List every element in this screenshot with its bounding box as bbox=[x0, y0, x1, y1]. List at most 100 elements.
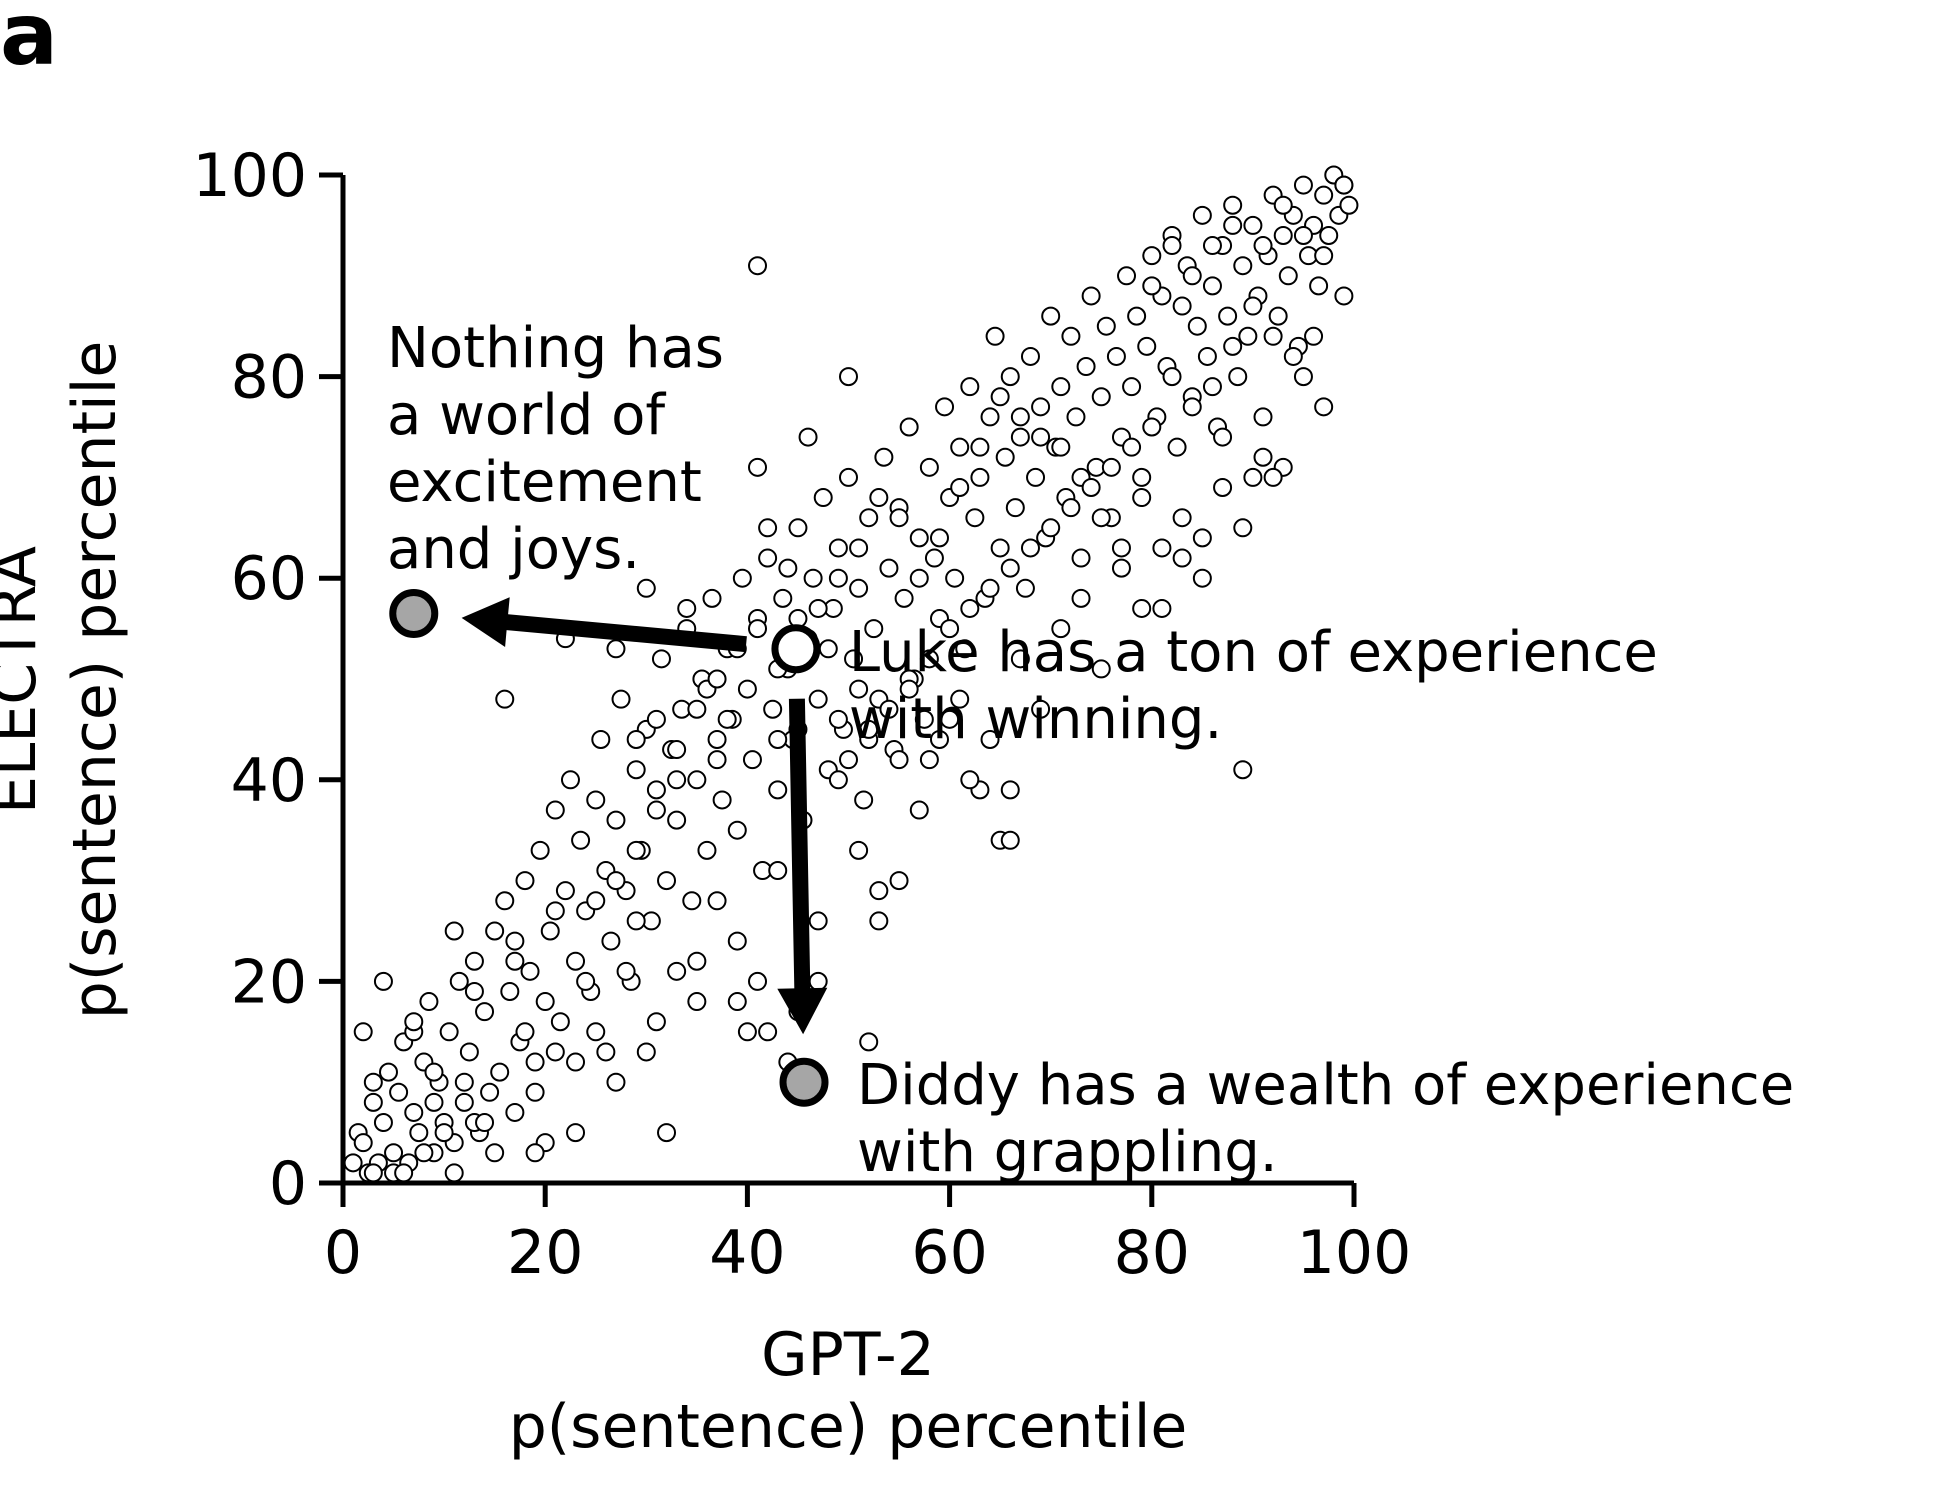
data-point bbox=[1000, 558, 1020, 578]
data-point bbox=[343, 1153, 363, 1173]
data-point bbox=[545, 1042, 565, 1062]
data-point bbox=[495, 891, 515, 911]
data-point bbox=[1031, 699, 1051, 719]
data-point bbox=[363, 1092, 383, 1112]
data-point bbox=[439, 1022, 459, 1042]
panel-label: a bbox=[0, 0, 59, 85]
y-tick-label: 20 bbox=[231, 947, 307, 1017]
data-point bbox=[980, 407, 1000, 427]
data-point bbox=[586, 1022, 606, 1042]
data-point bbox=[935, 397, 955, 417]
data-point bbox=[646, 800, 666, 820]
data-point bbox=[1268, 306, 1288, 326]
data-point bbox=[667, 961, 687, 981]
data-point bbox=[505, 1102, 525, 1122]
data-point bbox=[849, 679, 869, 699]
data-point bbox=[758, 548, 778, 568]
data-point bbox=[869, 911, 889, 931]
data-point bbox=[914, 709, 934, 729]
data-point bbox=[409, 1123, 429, 1143]
data-point bbox=[980, 729, 1000, 749]
data-point bbox=[1020, 538, 1040, 558]
data-point bbox=[940, 709, 960, 729]
data-point bbox=[611, 689, 631, 709]
data-point bbox=[1233, 256, 1253, 276]
arrow bbox=[461, 597, 747, 653]
y-tick-label: 100 bbox=[192, 141, 307, 211]
data-point bbox=[950, 477, 970, 497]
arrows-layer bbox=[461, 597, 828, 1035]
data-point bbox=[1283, 346, 1303, 366]
data-point bbox=[1192, 528, 1212, 548]
annotation-label: Luke has a ton of experience with winning… bbox=[849, 620, 1658, 752]
data-point bbox=[1061, 498, 1081, 518]
data-point bbox=[960, 770, 980, 790]
data-point bbox=[373, 1113, 393, 1133]
data-point bbox=[601, 931, 621, 951]
data-point bbox=[742, 750, 762, 770]
annotation-line: Diddy has a wealth of experience bbox=[857, 1053, 1794, 1118]
data-point bbox=[646, 709, 666, 729]
arrow bbox=[777, 698, 828, 1035]
data-point bbox=[677, 598, 697, 618]
data-point bbox=[1213, 477, 1233, 497]
data-point bbox=[1081, 477, 1101, 497]
data-point bbox=[616, 961, 636, 981]
data-point bbox=[687, 770, 707, 790]
data-point bbox=[919, 457, 939, 477]
data-point bbox=[1081, 286, 1101, 306]
data-point bbox=[586, 891, 606, 911]
data-point bbox=[1071, 548, 1091, 568]
data-point bbox=[591, 729, 611, 749]
y-tick-label: 40 bbox=[231, 746, 307, 816]
data-point bbox=[1243, 296, 1263, 316]
data-point bbox=[550, 1012, 570, 1032]
y-axis-label-line: ELECTRA bbox=[0, 546, 50, 814]
data-point bbox=[859, 719, 879, 739]
annotation-line: Luke has a ton of experience bbox=[849, 620, 1658, 685]
data-point bbox=[849, 840, 869, 860]
highlight-point bbox=[771, 624, 821, 674]
data-point bbox=[1137, 336, 1157, 356]
data-point bbox=[576, 971, 596, 991]
ticks-layer: 0 20 40 60 80 100 0 20 40 60 80 100 bbox=[192, 141, 1411, 1288]
data-point bbox=[1243, 215, 1263, 235]
data-point bbox=[849, 538, 869, 558]
data-point bbox=[1091, 508, 1111, 528]
data-point bbox=[1319, 225, 1339, 245]
data-point bbox=[748, 971, 768, 991]
data-point bbox=[1223, 336, 1243, 356]
data-point bbox=[480, 1082, 500, 1102]
data-point bbox=[646, 780, 666, 800]
highlight-layer bbox=[389, 588, 829, 1107]
data-point bbox=[545, 800, 565, 820]
data-point bbox=[828, 568, 848, 588]
data-point bbox=[818, 639, 838, 659]
data-point bbox=[1293, 367, 1313, 387]
data-point bbox=[560, 770, 580, 790]
data-point bbox=[990, 387, 1010, 407]
data-point bbox=[1213, 427, 1233, 447]
data-point bbox=[1278, 266, 1298, 286]
data-point bbox=[1334, 175, 1354, 195]
data-point bbox=[414, 1143, 434, 1163]
x-tick-label: 60 bbox=[911, 1218, 987, 1288]
data-point bbox=[879, 699, 899, 719]
data-point bbox=[803, 568, 823, 588]
data-point bbox=[909, 568, 929, 588]
data-point bbox=[859, 508, 879, 528]
data-point bbox=[1192, 568, 1212, 588]
data-point bbox=[869, 488, 889, 508]
x-axis-label: GPT-2 p(sentence) percentile bbox=[509, 1320, 1188, 1462]
data-point bbox=[1162, 367, 1182, 387]
data-point bbox=[475, 1002, 495, 1022]
data-point bbox=[1202, 236, 1222, 256]
data-point bbox=[924, 548, 944, 568]
data-point bbox=[606, 810, 626, 830]
data-point bbox=[813, 488, 833, 508]
data-point bbox=[626, 760, 646, 780]
annotation-label: Nothing has a world of excitement and joys. bbox=[387, 316, 724, 582]
data-point bbox=[555, 881, 575, 901]
annotation-line: Nothing has bbox=[387, 316, 724, 381]
data-point bbox=[1061, 326, 1081, 346]
